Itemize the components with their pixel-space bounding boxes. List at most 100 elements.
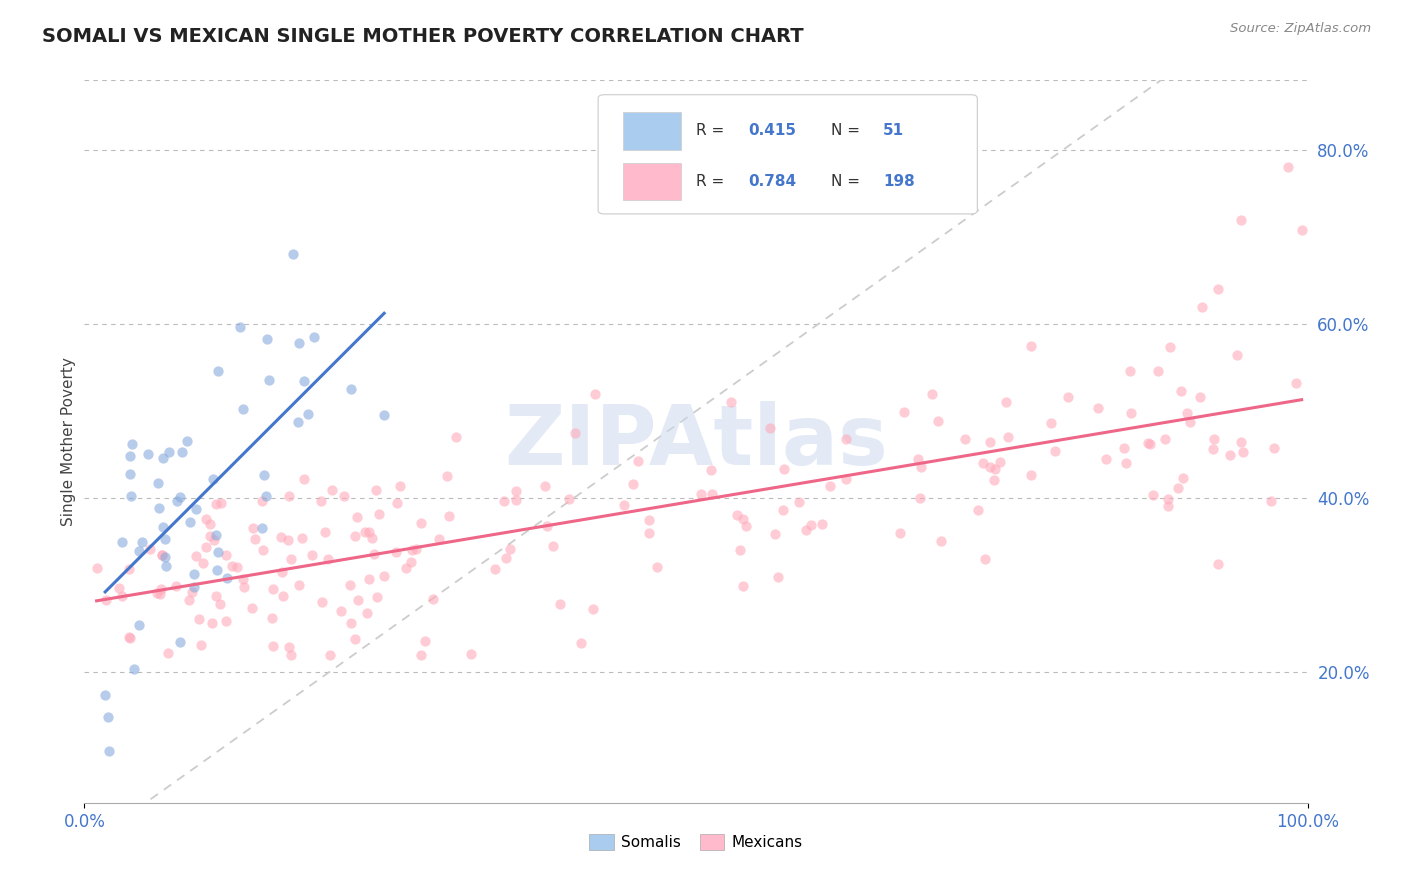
Point	[373, 569, 395, 583]
Point	[411, 516, 433, 531]
Point	[395, 561, 418, 575]
Point	[446, 430, 468, 444]
Point	[772, 503, 794, 517]
Point	[1230, 434, 1253, 449]
Text: N =: N =	[831, 174, 865, 189]
Text: 0.415: 0.415	[748, 123, 797, 138]
Point	[505, 492, 527, 507]
Point	[121, 436, 143, 450]
Point	[297, 408, 319, 422]
Point	[360, 531, 382, 545]
Point	[983, 473, 1005, 487]
Point	[97, 710, 120, 724]
Point	[621, 477, 644, 491]
Point	[581, 602, 603, 616]
Point	[198, 529, 221, 543]
Point	[763, 527, 786, 541]
Point	[155, 533, 177, 547]
Point	[207, 545, 229, 559]
Point	[583, 386, 606, 401]
Point	[810, 517, 832, 532]
Point	[117, 630, 139, 644]
Point	[613, 498, 636, 512]
Point	[1232, 444, 1254, 458]
Point	[242, 521, 264, 535]
Point	[120, 489, 142, 503]
Point	[1178, 416, 1201, 430]
Point	[1146, 364, 1168, 378]
Point	[177, 592, 200, 607]
Point	[187, 612, 209, 626]
Point	[176, 434, 198, 448]
Point	[184, 502, 207, 516]
Point	[232, 572, 254, 586]
Point	[215, 614, 238, 628]
Point	[292, 472, 315, 486]
Point	[1171, 471, 1194, 485]
Point	[364, 483, 387, 497]
Point	[700, 487, 723, 501]
Point	[931, 534, 953, 549]
Point	[148, 501, 170, 516]
Point	[283, 247, 305, 261]
Point	[319, 648, 342, 662]
Point	[201, 472, 224, 486]
Point	[422, 592, 444, 607]
Point	[280, 551, 302, 566]
Point	[534, 478, 557, 492]
Point	[195, 540, 218, 554]
Point	[190, 638, 212, 652]
Point	[460, 647, 482, 661]
Point	[170, 445, 193, 459]
Text: Source: ZipAtlas.com: Source: ZipAtlas.com	[1230, 22, 1371, 36]
Point	[357, 572, 380, 586]
Point	[155, 550, 177, 565]
Point	[436, 469, 458, 483]
Point	[98, 743, 121, 757]
Point	[287, 336, 309, 351]
Point	[215, 548, 238, 562]
Point	[291, 531, 314, 545]
Point	[152, 451, 174, 466]
Point	[789, 495, 811, 509]
Point	[1087, 401, 1109, 415]
Point	[120, 631, 142, 645]
Point	[910, 459, 932, 474]
Point	[138, 541, 160, 556]
Point	[343, 529, 366, 543]
Point	[645, 560, 668, 574]
Point	[984, 462, 1007, 476]
Point	[229, 320, 252, 334]
Point	[207, 364, 229, 378]
Point	[194, 512, 217, 526]
Point	[221, 559, 243, 574]
Point	[150, 548, 173, 562]
Point	[111, 589, 134, 603]
Point	[564, 425, 586, 440]
FancyBboxPatch shape	[623, 112, 682, 150]
Point	[1219, 448, 1241, 462]
Point	[340, 383, 363, 397]
Point	[835, 472, 858, 486]
Point	[731, 578, 754, 592]
Point	[347, 593, 370, 607]
Point	[301, 548, 323, 562]
Point	[1056, 390, 1078, 404]
Point	[294, 374, 316, 388]
Point	[270, 530, 292, 544]
Point	[967, 503, 990, 517]
Point	[427, 532, 450, 546]
Point	[253, 468, 276, 483]
Point	[198, 516, 221, 531]
Point	[543, 539, 565, 553]
Point	[953, 432, 976, 446]
Point	[1167, 481, 1189, 495]
Point	[973, 552, 995, 566]
Point	[232, 402, 254, 417]
Point	[118, 449, 141, 463]
Point	[260, 610, 283, 624]
Point	[179, 515, 201, 529]
Point	[1159, 340, 1181, 354]
Point	[256, 332, 278, 346]
Point	[1263, 441, 1285, 455]
